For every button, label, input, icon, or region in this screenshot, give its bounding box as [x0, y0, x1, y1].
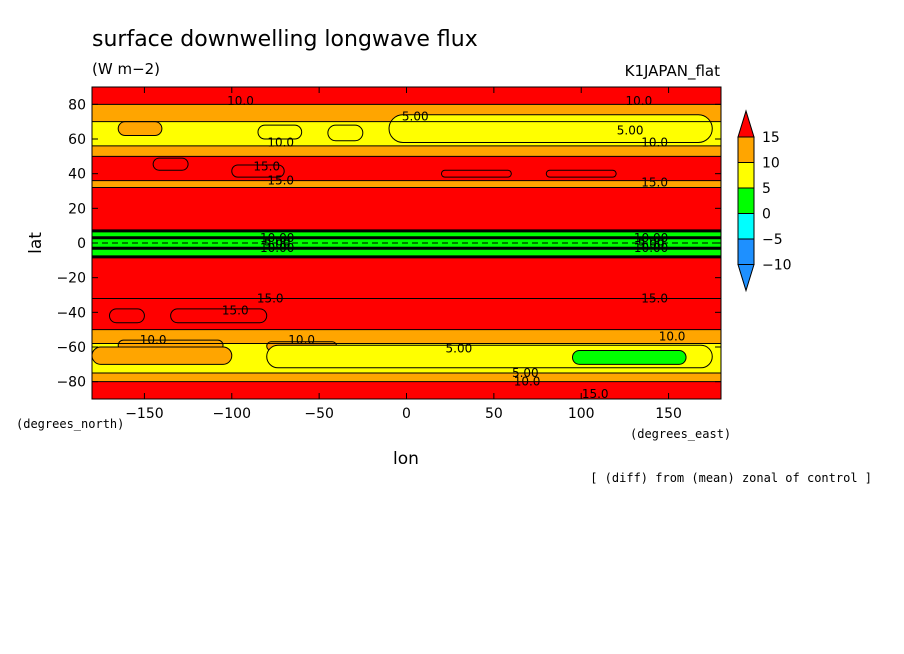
colorbar-box	[737, 136, 755, 163]
y-tick-label: 0	[77, 236, 86, 252]
contour-label: 15.0	[641, 291, 668, 305]
colorbar-box	[737, 187, 755, 214]
contour-label: 15.0	[257, 291, 284, 305]
lat-band	[92, 187, 721, 231]
contour-label: 10.0	[140, 333, 167, 347]
field-patch	[108, 308, 145, 324]
lat-band	[92, 329, 721, 344]
contour-label: 10.0	[514, 375, 541, 389]
footnote: [ (diff) from (mean) zonal of control ]	[590, 471, 872, 485]
x-tick-label: −150	[125, 406, 163, 422]
x-tick-label: −50	[304, 406, 334, 422]
colorbar-extend-top	[737, 109, 755, 138]
contour-lines	[92, 103, 721, 383]
contour-label: 10.0	[659, 330, 686, 344]
experiment-label: K1JAPAN_flat	[625, 62, 721, 81]
colorbar-extend-bottom	[737, 264, 755, 293]
y-tick-label: 40	[68, 167, 86, 183]
lat-band	[92, 373, 721, 382]
colorbar-label: 5	[762, 181, 771, 197]
x-units-label: (degrees_east)	[630, 427, 731, 441]
contour-label: 10.0	[641, 135, 668, 149]
lat-band	[92, 381, 721, 399]
field-patch	[170, 308, 268, 324]
colorbar-box	[737, 162, 755, 189]
colorbar-label: 10	[762, 156, 780, 172]
colorbar-box	[737, 238, 755, 265]
contour-label: 5.00	[638, 238, 665, 252]
contour-label: 10.00	[634, 241, 668, 255]
x-tick-label: 150	[655, 406, 682, 422]
x-tick-label: 0	[402, 406, 411, 422]
lat-band	[92, 180, 721, 188]
contour-label: 15.0	[222, 304, 249, 318]
units-label: (W m−2)	[92, 60, 160, 78]
x-axis-label: lon	[393, 449, 419, 469]
contour-label: 10.0	[288, 333, 315, 347]
y-units-label: (degrees_north)	[16, 417, 124, 431]
colorbar-box	[737, 213, 755, 240]
field-patch	[152, 157, 189, 171]
y-tick-label: −40	[56, 305, 86, 321]
contour-label: 15.0	[582, 387, 609, 401]
chart-title: surface downwelling longwave flux	[92, 27, 478, 52]
contour-label: 5.00	[446, 342, 473, 356]
field-patch	[91, 346, 233, 365]
y-tick-label: 20	[68, 201, 86, 217]
lat-band	[92, 256, 721, 299]
x-axis-ticks: −150 −100 −50 0 50 100 150	[125, 87, 682, 422]
colorbar-label: 15	[762, 130, 780, 146]
y-axis-ticks: −80 −60 −40 −20 0 20 40 60 80	[56, 97, 721, 391]
colorbar-label: −10	[762, 258, 792, 274]
lat-band	[92, 230, 721, 238]
y-tick-label: 60	[68, 132, 86, 148]
x-tick-label: −100	[213, 406, 251, 422]
field-patch	[327, 124, 364, 142]
colorbar-label: 0	[762, 207, 771, 223]
x-tick-label: 50	[485, 406, 503, 422]
y-axis-label: lat	[26, 232, 46, 254]
colorbar-label: −5	[762, 232, 783, 248]
contour-label: 10.00	[260, 231, 294, 245]
contour-label: 15.0	[641, 175, 668, 189]
contour-label: 10.0	[626, 94, 653, 108]
lat-band	[92, 145, 721, 157]
lat-band	[92, 87, 721, 105]
contour-label: 5.00	[402, 109, 429, 123]
contour-label: 5.00	[264, 234, 291, 248]
field-patch	[571, 349, 687, 365]
contour-label: 15.0	[267, 174, 294, 188]
field-patch	[545, 169, 617, 178]
contour-label: 10.00	[260, 241, 294, 255]
contour-label: 5.00	[264, 238, 291, 252]
field-patch	[117, 121, 163, 137]
contour-label: 15.0	[253, 160, 280, 174]
contour-label: 5.00	[512, 366, 539, 380]
lat-band	[92, 156, 721, 181]
field-patch	[257, 124, 303, 140]
colorbar: 15 10 5 0 −5 −10	[737, 109, 792, 293]
contour-label: 10.00	[634, 231, 668, 245]
contour-label: 10.0	[227, 94, 254, 108]
y-tick-label: −20	[56, 271, 86, 287]
y-tick-label: −60	[56, 340, 86, 356]
field-patch	[440, 169, 512, 178]
y-tick-label: −80	[56, 375, 86, 391]
y-tick-label: 80	[68, 97, 86, 113]
x-tick-label: 100	[568, 406, 595, 422]
contour-label: 5.00	[617, 123, 644, 137]
contour-label: 5.00	[638, 234, 665, 248]
contour-label: 10.0	[267, 135, 294, 149]
field-patch	[231, 164, 285, 178]
